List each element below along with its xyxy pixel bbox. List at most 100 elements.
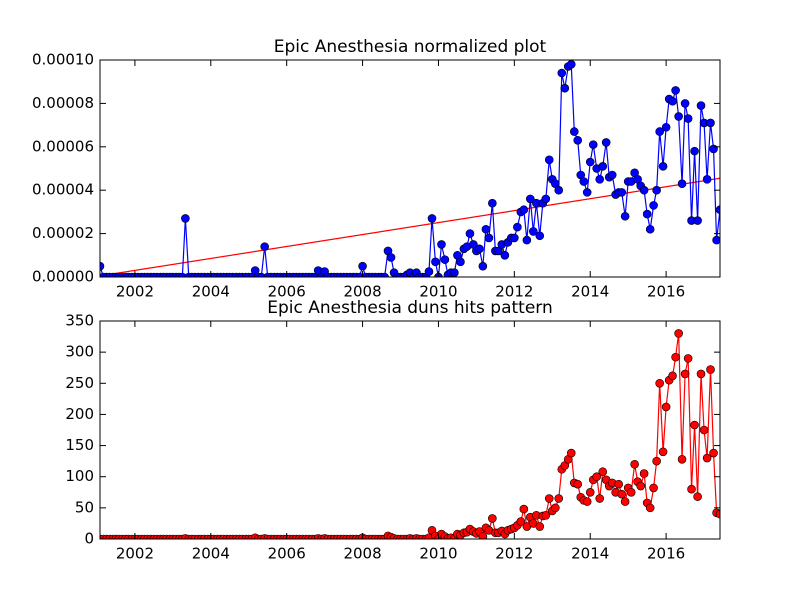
data-point [598,467,608,477]
data-point [696,101,706,110]
data-point [386,253,396,262]
data-point [465,229,475,238]
y-tick-label: 0.00006 [32,137,94,155]
y-tick-label: 100 [65,467,94,485]
data-point [560,83,570,93]
data-point [636,481,645,491]
y-tick-label: 0.00008 [32,94,94,112]
data-point [715,509,720,519]
chart-title: Epic Anesthesia duns hits pattern [267,298,553,318]
data-point [569,127,579,136]
data-point [260,242,269,251]
chart-title: Epic Anesthesia normalized plot [274,37,547,57]
x-tick-label: 2008 [343,283,381,301]
data-point [601,138,611,147]
data-point [437,240,446,249]
x-tick-label: 2012 [495,545,533,563]
data-point [544,155,554,165]
data-point [582,188,592,197]
data-point [690,146,699,156]
data-point [687,484,696,494]
data-point [658,162,668,171]
data-point [709,144,718,154]
data-point [693,216,702,225]
data-point [481,224,491,234]
data-point [588,140,598,149]
data-point [488,198,497,208]
data-point [693,492,702,501]
data-point [529,227,538,236]
y-tick-label: 200 [65,405,94,423]
data-point [557,68,567,78]
data-point [595,175,605,184]
x-tick-label: 2006 [268,545,306,563]
data-point [674,112,683,121]
data-point [645,503,655,513]
data-point [519,504,529,514]
data-point [380,272,389,277]
x-tick-label: 2010 [419,545,457,563]
data-point [535,231,545,241]
data-point [655,127,664,136]
data-point [614,479,623,489]
data-point [478,532,488,539]
data-point [500,251,510,260]
y-tick-label: 150 [65,436,94,454]
data-point [544,494,554,503]
data-point [712,235,720,245]
data-point [690,420,699,430]
data-point [674,329,683,338]
x-tick-label: 2008 [343,545,381,563]
data-point [626,487,636,497]
data-point [671,86,680,95]
x-tick-label: 2016 [647,283,685,301]
plot-area [100,60,720,277]
data-point [450,268,459,277]
y-tick-label: 350 [65,312,94,330]
data-point [582,497,592,506]
y-tick-label: 0.00002 [32,224,94,242]
data-point [554,494,564,503]
x-tick-label: 2002 [116,545,154,563]
data-point [456,257,465,267]
x-tick-label: 2002 [116,283,154,301]
data-point [475,244,484,254]
data-point [579,177,589,186]
data-point [585,487,595,497]
data-point [677,454,687,464]
data-point [715,205,720,215]
data-point [683,114,693,123]
y-tick-label: 300 [65,343,94,361]
data-point [699,425,709,435]
data-point [639,469,649,478]
data-point [541,511,551,520]
data-point [617,188,627,197]
plot-area [100,329,720,539]
data-point [658,447,668,457]
data-point [683,354,693,363]
data-point [554,185,564,195]
x-tick-label: 2004 [192,283,230,301]
data-point [652,185,661,195]
data-point [519,205,529,215]
data-point [585,157,595,167]
x-tick-label: 2014 [571,545,609,563]
data-point [595,494,605,503]
data-point [566,448,576,458]
data-point [702,453,712,463]
x-tick-label: 2014 [571,283,609,301]
data-point [645,224,655,234]
data-point [478,261,488,271]
data-point [655,378,664,388]
data-point [592,472,601,482]
data-point [696,369,706,379]
y-tick-label: 0 [84,530,94,548]
y-tick-label: 0.00010 [32,51,94,69]
x-tick-label: 2004 [192,545,230,563]
data-point [639,185,649,195]
data-point [620,497,630,506]
y-tick-label: 0.00000 [32,268,94,286]
data-point [358,261,367,271]
axes-frame [99,320,721,540]
data-point [617,489,627,499]
